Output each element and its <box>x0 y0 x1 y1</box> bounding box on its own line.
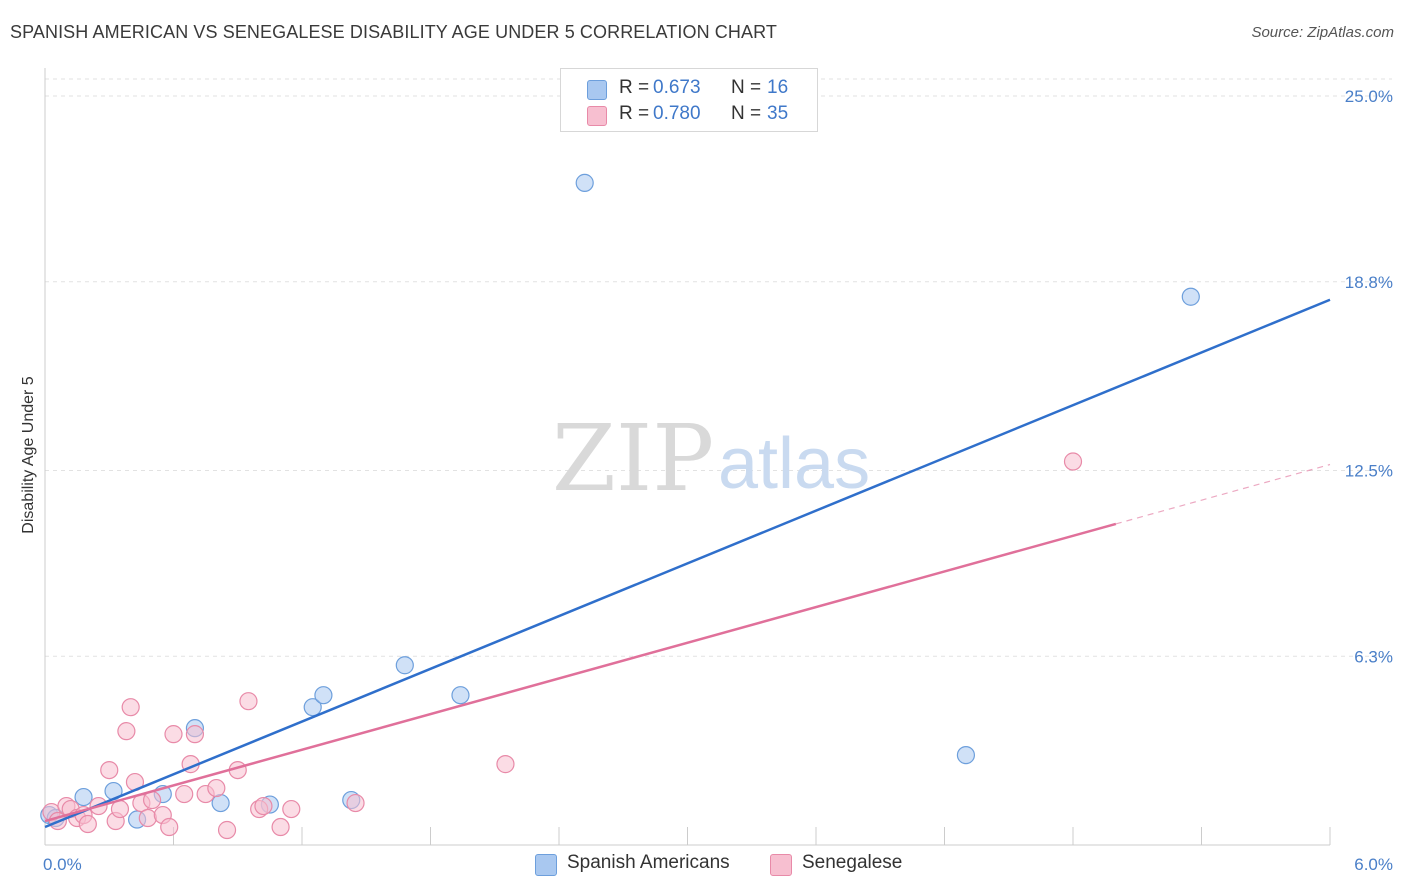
trend-lines <box>44 298 1331 829</box>
bottom-legend-swatch <box>770 854 792 876</box>
senegalese-point <box>1063 452 1083 471</box>
tick-labels: 6.3% 12.5% 18.8% 25.0% 0.0% 6.0% <box>43 87 1393 874</box>
senegalese-point <box>254 796 273 816</box>
senegalese-point <box>207 778 226 798</box>
spanish-americans-point <box>303 698 322 717</box>
legend-swatch-spanish-americans <box>587 80 607 100</box>
senegalese-point <box>117 722 136 741</box>
spanish-americans-point <box>451 686 470 705</box>
grid-lines <box>45 78 1392 657</box>
senegalese-point <box>175 784 194 804</box>
senegalese-point <box>496 755 515 774</box>
legend: R = 0.673 N = 16 R = 0.780 N = 35 <box>560 68 818 132</box>
bottom-legend-swatch <box>535 854 557 876</box>
senegalese-point <box>138 808 157 828</box>
spanish-americans-point <box>74 787 93 807</box>
y-tick-label: 12.5% <box>1345 462 1393 481</box>
legend-n-value: 35 <box>767 103 789 124</box>
senegalese-point <box>282 799 301 819</box>
spanish-americans-point <box>211 793 230 813</box>
legend-swatch-senegalese <box>587 106 607 126</box>
x-tick-label: 6.0% <box>1354 855 1393 874</box>
legend-r-label: R = <box>619 77 650 98</box>
senegalese-point <box>217 820 237 840</box>
spanish-americans-point <box>575 173 594 192</box>
spanish-americans-point <box>1181 287 1200 306</box>
bottom-legend-label: Spanish Americans <box>567 852 730 873</box>
legend-r-value: 0.673 <box>653 77 701 98</box>
legend-r-value: 0.780 <box>653 103 701 124</box>
y-tick-label: 18.8% <box>1345 273 1393 292</box>
bottom-legend-label: Senegalese <box>802 852 903 873</box>
watermark-zip: ZIP <box>552 405 714 512</box>
senegalese-point <box>164 725 183 744</box>
bottom-legend: Spanish Americans Senegalese <box>0 852 1406 878</box>
legend-n-value: 16 <box>767 77 789 98</box>
spanish-americans-trend-line <box>44 298 1331 829</box>
legend-n-label: N = <box>731 77 762 98</box>
y-tick-label: 6.3% <box>1354 647 1393 666</box>
senegalese-trend-line <box>44 522 1117 823</box>
senegalese-point <box>100 760 119 780</box>
source-label: Source: ZipAtlas.com <box>1251 24 1394 41</box>
spanish-americans-point <box>956 746 976 765</box>
axes <box>44 68 1331 846</box>
senegalese-point <box>160 817 179 837</box>
legend-n-label: N = <box>731 103 762 124</box>
senegalese-point <box>121 698 140 717</box>
y-tick-label: 25.0% <box>1345 87 1393 106</box>
watermark-atlas: atlas <box>718 424 870 504</box>
x-tick-label: 0.0% <box>43 855 82 874</box>
senegalese-point <box>185 725 205 744</box>
y-axis-label: Disability Age Under 5 <box>20 376 37 534</box>
legend-r-label: R = <box>619 103 650 124</box>
watermark: ZIP atlas <box>552 405 870 512</box>
senegalese-point <box>271 817 290 837</box>
senegalese-point <box>78 814 97 834</box>
senegalese-point <box>239 692 258 711</box>
spanish-americans-point <box>395 656 414 675</box>
chart-title: SPANISH AMERICAN VS SENEGALESE DISABILIT… <box>10 22 777 42</box>
senegalese-point <box>346 793 365 813</box>
senegalese-trend-line-extension <box>1115 463 1331 525</box>
spanish-americans-point <box>314 686 333 705</box>
